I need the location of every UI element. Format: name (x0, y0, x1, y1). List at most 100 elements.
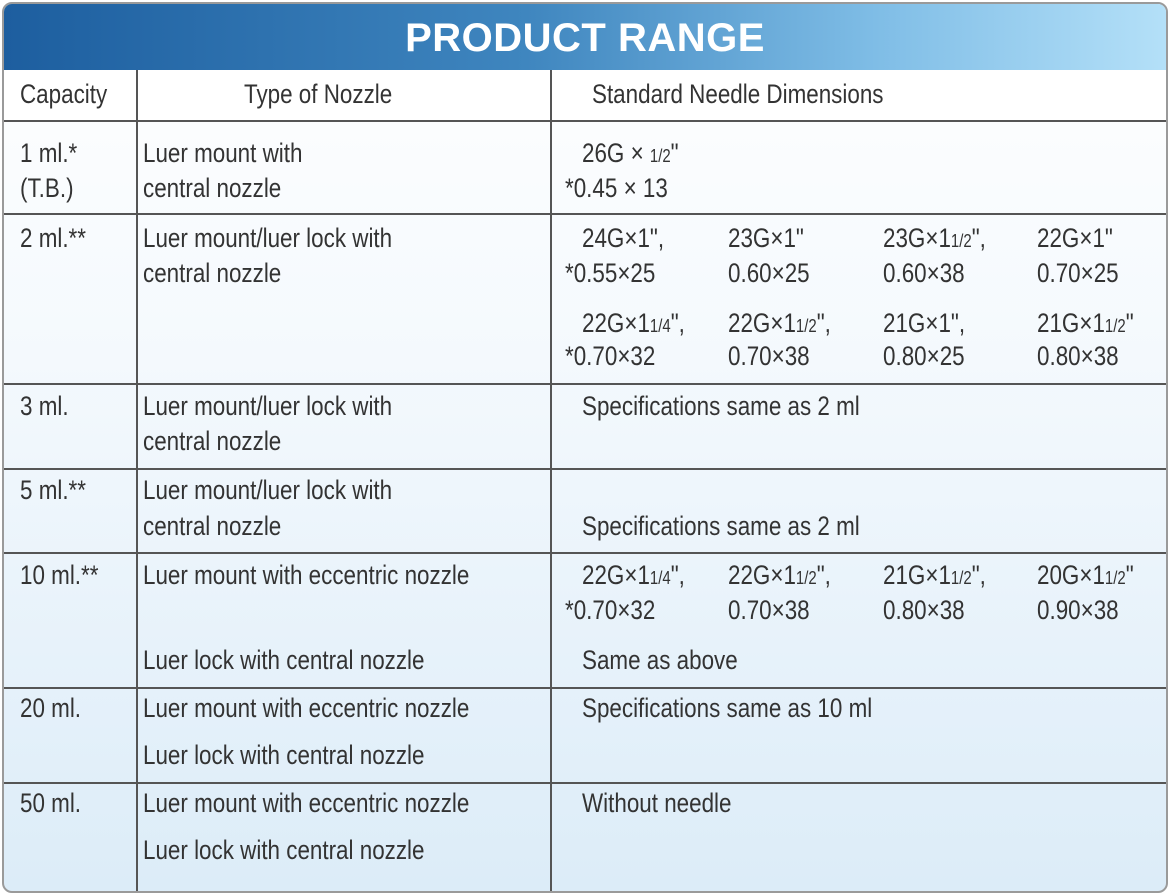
needle-metric: *0.55×25 (565, 258, 656, 288)
column-divider (550, 70, 552, 891)
gauge-gauge: 20G×1 (1037, 560, 1105, 590)
row-divider (4, 383, 1166, 385)
header-capacity: Capacity (20, 79, 108, 109)
nozzle-type: Luer lock with central nozzle (143, 645, 425, 675)
needle-gauge: 21G×11/2" (1037, 307, 1134, 342)
row-divider (4, 687, 1166, 689)
spec-note: Without needle (582, 788, 732, 818)
needle-metric: 0.90×38 (1037, 595, 1119, 625)
table-title: PRODUCT RANGE (405, 16, 765, 60)
gauge-suffix: ", (950, 308, 966, 338)
nozzle-type: Luer mount with eccentric nozzle (143, 693, 470, 723)
needle-metric: 0.60×38 (883, 258, 965, 288)
gauge-gauge: 22G×1 (1037, 223, 1105, 253)
needle-metric: 0.70×38 (728, 341, 810, 371)
gauge-gauge: 23G×1 (728, 223, 796, 253)
needle-metric: 0.60×25 (728, 258, 810, 288)
needle-gauge: 22G×11/4", (582, 559, 685, 594)
spec-note: Specifications same as 2 ml (582, 391, 860, 421)
needle-gauge: 22G×1" (1037, 222, 1113, 257)
row-divider (4, 213, 1166, 215)
header-nozzle: Type of Nozzle (244, 79, 393, 109)
gauge-suffix: ", (649, 223, 665, 253)
gauge-gauge: 21G×1 (1037, 308, 1105, 338)
nozzle-type: central nozzle (143, 426, 282, 456)
gauge-gauge: 21G×1 (883, 560, 951, 590)
gauge-suffix: ", (816, 308, 831, 338)
needle-gauge: 21G×11/2", (883, 559, 986, 594)
row-divider (4, 552, 1166, 554)
gauge-frac: 1/2 (795, 568, 817, 588)
needle-metric: 0.70×38 (728, 595, 810, 625)
gauge-suffix: ", (670, 308, 685, 338)
nozzle-type: Luer lock with central nozzle (143, 835, 425, 865)
row-divider (4, 468, 1166, 470)
spec-note: Specifications same as 2 ml (582, 511, 860, 541)
gauge-frac: 1/2 (1104, 568, 1126, 588)
gauge-suffix: " (1125, 560, 1134, 590)
nozzle-type: Luer mount with (143, 138, 303, 168)
capacity-cell: 10 ml.** (20, 560, 99, 590)
needle-metric: *0.45 × 13 (565, 173, 668, 203)
gauge-suffix: " (795, 223, 804, 253)
capacity-cell: 5 ml.** (20, 475, 87, 505)
needle-metric: 0.70×25 (1037, 258, 1119, 288)
gauge-gauge: 22G×1 (582, 308, 650, 338)
needle-gauge: 22G×11/2", (728, 559, 831, 594)
title-banner: PRODUCT RANGE (4, 4, 1166, 70)
needle-gauge: 23G×1" (728, 222, 804, 257)
gauge-suffix: " (1125, 308, 1134, 338)
needle-gauge: 22G×11/4", (582, 307, 685, 342)
capacity-cell: 50 ml. (20, 788, 82, 818)
column-divider (136, 70, 138, 891)
gauge-frac: 1/2 (950, 231, 972, 251)
needle-gauge: 24G×1", (582, 222, 664, 257)
row-divider (4, 782, 1166, 784)
capacity-cell: 20 ml. (20, 693, 82, 723)
nozzle-type: central nozzle (143, 258, 282, 288)
capacity-cell: (T.B.) (20, 173, 74, 203)
nozzle-type: Luer mount/luer lock with (143, 475, 393, 505)
gauge-frac: 1/2 (1104, 316, 1126, 336)
gauge-suffix: ", (971, 223, 986, 253)
gauge-suffix: ", (670, 560, 685, 590)
row-divider (4, 120, 1166, 122)
needle-gauge: 21G×1", (883, 307, 965, 342)
gauge-gauge: 26G × (582, 138, 650, 168)
header-dimensions: Standard Needle Dimensions (592, 79, 884, 109)
gauge-suffix: ", (971, 560, 986, 590)
nozzle-type: Luer mount with eccentric nozzle (143, 560, 470, 590)
needle-metric: *0.70×32 (565, 341, 656, 371)
needle-metric: 0.80×38 (1037, 341, 1119, 371)
header-row (4, 70, 1166, 120)
gauge-gauge: 23G×1 (883, 223, 951, 253)
nozzle-type: central nozzle (143, 173, 282, 203)
needle-metric: 0.80×25 (883, 341, 965, 371)
gauge-frac: 1/4 (649, 316, 671, 336)
gauge-frac: 1/2 (649, 146, 671, 166)
gauge-gauge: 21G×1 (883, 308, 951, 338)
needle-gauge: 26G × 1/2" (582, 137, 679, 172)
gauge-gauge: 22G×1 (728, 560, 796, 590)
needle-gauge: 20G×11/2" (1037, 559, 1134, 594)
spec-note: Specifications same as 10 ml (582, 693, 873, 723)
gauge-gauge: 22G×1 (728, 308, 796, 338)
nozzle-type: central nozzle (143, 511, 282, 541)
gauge-suffix: " (1104, 223, 1113, 253)
gauge-gauge: 22G×1 (582, 560, 650, 590)
spec-note: Same as above (582, 645, 738, 675)
gauge-gauge: 24G×1 (582, 223, 650, 253)
gauge-frac: 1/2 (795, 316, 817, 336)
needle-metric: *0.70×32 (565, 595, 656, 625)
needle-metric: 0.80×38 (883, 595, 965, 625)
capacity-cell: 1 ml.* (20, 138, 78, 168)
needle-gauge: 23G×11/2", (883, 222, 986, 257)
capacity-cell: 2 ml.** (20, 223, 87, 253)
gauge-suffix: " (670, 138, 679, 168)
nozzle-type: Luer mount with eccentric nozzle (143, 788, 470, 818)
nozzle-type: Luer mount/luer lock with (143, 391, 393, 421)
nozzle-type: Luer mount/luer lock with (143, 223, 393, 253)
gauge-frac: 1/2 (950, 568, 972, 588)
needle-gauge: 22G×11/2", (728, 307, 831, 342)
